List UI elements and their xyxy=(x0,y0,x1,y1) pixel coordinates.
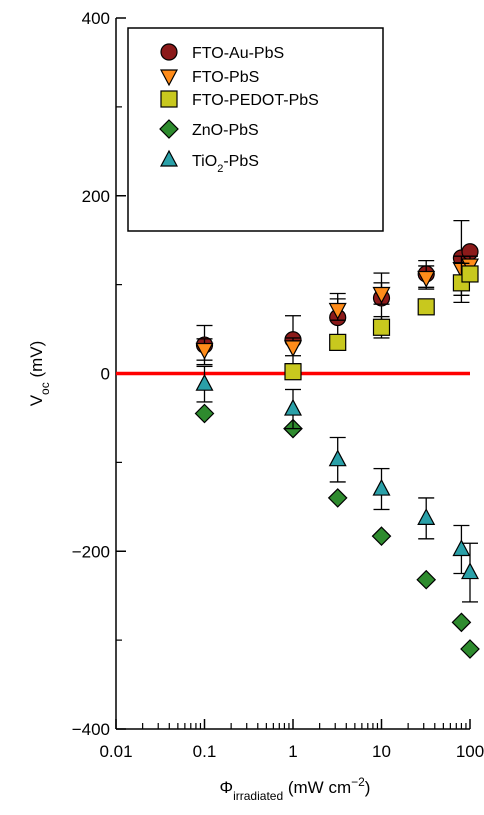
data-point xyxy=(417,508,436,525)
data-point xyxy=(195,342,214,360)
legend-marker xyxy=(159,119,179,139)
legend-label: FTO-Au-PbS xyxy=(192,45,284,62)
data-point xyxy=(284,398,302,416)
x-tick-label: 100 xyxy=(456,742,484,761)
x-axis-title: Φirradiated (mW cm−2) xyxy=(220,775,371,803)
data-point xyxy=(461,265,479,283)
legend-label: ZnO-PbS xyxy=(192,122,259,139)
y-axis-title: Voc (mV) xyxy=(27,341,52,407)
y-tick-label: −400 xyxy=(72,720,110,739)
x-tick-label: 10 xyxy=(372,742,391,761)
data-point xyxy=(460,639,480,659)
data-point xyxy=(327,488,348,508)
data-point xyxy=(328,302,347,320)
x-tick-label: 0.01 xyxy=(99,742,132,761)
legend-marker xyxy=(160,90,178,108)
data-marks xyxy=(194,219,480,659)
data-point xyxy=(329,333,347,351)
data-point xyxy=(284,340,302,358)
data-point xyxy=(372,478,391,496)
data-point xyxy=(417,270,436,288)
legend-label: FTO-PEDOT-PbS xyxy=(192,92,319,109)
y-tick-label: 400 xyxy=(82,9,110,28)
legend-marker xyxy=(160,149,178,167)
data-point xyxy=(451,612,472,633)
axis-labels: 400 200 0 −200 −400 0.01 0.1 1 10 100 Voc (mV) Φirr… xyxy=(27,9,484,803)
data-point xyxy=(461,562,479,580)
series-zno-pbs xyxy=(194,403,480,659)
legend-marker xyxy=(160,69,178,87)
data-point xyxy=(372,286,391,304)
x-tick-label: 0.1 xyxy=(193,742,217,761)
data-point xyxy=(195,373,214,391)
y-tick-label: −200 xyxy=(72,542,110,561)
legend-label: FTO-PbS xyxy=(192,69,259,86)
data-point xyxy=(452,539,471,557)
plot-area xyxy=(115,17,471,730)
data-point xyxy=(417,298,435,316)
data-point xyxy=(328,449,347,467)
data-point xyxy=(371,526,392,546)
data-point xyxy=(372,318,391,336)
series-tio2-pbs xyxy=(195,365,479,603)
y-tick-label: 200 xyxy=(82,187,110,206)
data-point xyxy=(416,569,437,590)
x-tick-label: 1 xyxy=(288,742,297,761)
y-tick-label: 0 xyxy=(101,365,110,384)
data-point xyxy=(284,363,302,381)
legend: FTO-Au-PbS FTO-PbS FTO-PEDOT-PbS ZnO-PbS TiO… xyxy=(127,27,384,232)
legend-label: TiO2-PbS xyxy=(192,153,259,175)
data-point xyxy=(194,403,215,424)
series-fto-pedot-pbs xyxy=(284,262,479,381)
legend-marker xyxy=(160,43,178,61)
